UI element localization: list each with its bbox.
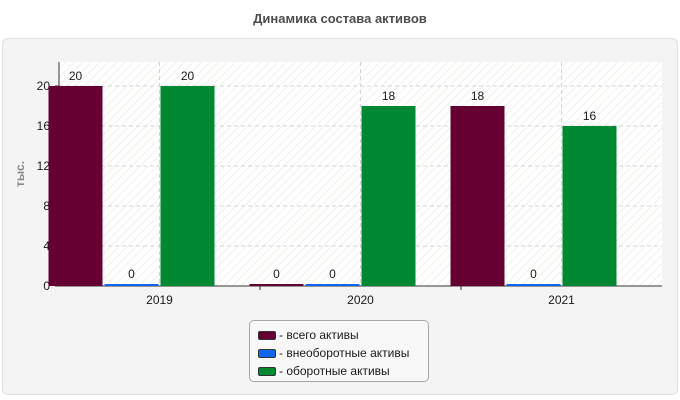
legend-label: - всего активы [279,328,359,342]
legend-swatch [258,330,276,340]
bar [361,106,416,286]
legend-item-total-assets: - всего активы [258,326,428,344]
data-label: 18 [471,89,485,103]
y-axis-label: тыс. [13,161,27,187]
bar [160,86,215,286]
legend-label: - оборотные активы [279,364,390,378]
data-label: 0 [329,267,336,281]
x-tick-label: 2021 [548,293,575,307]
chart-title: Динамика состава активов [253,11,427,26]
data-labels: 20 0 20 0 0 18 18 0 16 [69,69,597,281]
grid-lines [59,62,662,286]
bar [450,106,505,286]
data-label: 18 [382,89,396,103]
y-tick-label: 20 [37,79,51,93]
y-tick-label: 0 [43,279,50,293]
x-tick-label: 2020 [347,293,374,307]
bar [506,284,561,286]
y-tick-label: 8 [43,199,50,213]
x-tick-label: 2019 [146,293,173,307]
bar [104,284,159,286]
legend-label: - внеоборотные активы [279,346,410,360]
y-tick-label: 4 [43,239,50,253]
data-label: 0 [128,267,135,281]
legend: - всего активы - внеоборотные активы - о… [249,320,429,382]
data-label: 20 [69,69,83,83]
legend-swatch [258,348,276,358]
data-label: 0 [273,267,280,281]
legend-item-current-assets: - оборотные активы [258,362,428,380]
bar [305,284,360,286]
bars [48,86,617,286]
bar [562,126,617,286]
bar [249,284,304,286]
y-tick-label: 16 [37,119,51,133]
legend-item-noncurrent-assets: - внеоборотные активы [258,344,428,362]
legend-swatch [258,366,276,376]
data-label: 16 [583,109,597,123]
data-label: 0 [530,267,537,281]
bar [48,86,103,286]
data-label: 20 [181,69,195,83]
y-tick-label: 12 [37,159,51,173]
